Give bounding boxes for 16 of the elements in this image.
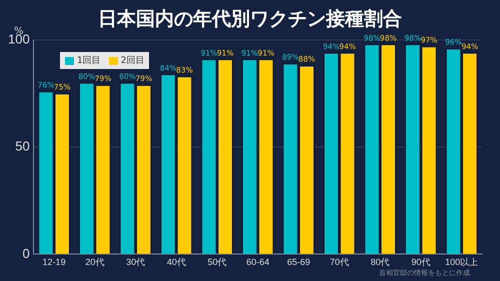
legend-label: 1回目 — [76, 55, 101, 67]
x-tick-label: 40代 — [166, 257, 186, 268]
x-tick-label: 50代 — [208, 257, 227, 268]
x-tick-label: 80代 — [370, 257, 390, 268]
chart-title: 日本国内の年代別ワクチン接種割合 — [98, 8, 402, 30]
x-tick-label: 65-69 — [287, 257, 310, 268]
x-tick-label: 60-64 — [246, 257, 270, 268]
y-tick-label: 50 — [15, 138, 30, 154]
legend-label: 2回目 — [120, 55, 144, 67]
x-tick-label: 12-19 — [42, 257, 66, 268]
x-tick-label: 70代 — [330, 257, 349, 268]
x-tick-label: 90代 — [411, 257, 430, 268]
x-tick-label: 100以上 — [445, 257, 478, 268]
x-tick-label: 20代 — [85, 257, 104, 268]
x-tick-label: 30代 — [126, 257, 146, 268]
y-tick-label: 0 — [22, 246, 30, 261]
